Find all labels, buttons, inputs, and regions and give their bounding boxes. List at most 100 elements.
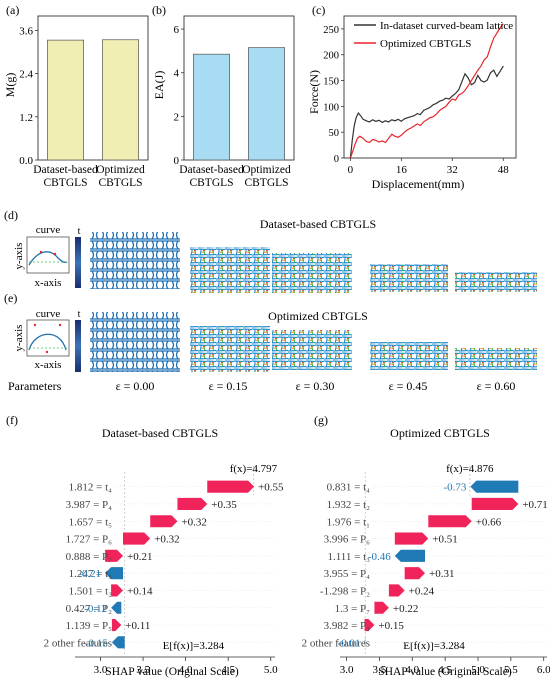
- panel-g-shap-optimized: (g) Optimized CBTGLS SHAP value (Origina…: [302, 413, 550, 678]
- feature-label: 1.727 = P₆: [66, 534, 113, 546]
- shap-bar-positive: [404, 567, 426, 580]
- section-title: Dataset-based CBTGLS: [260, 217, 376, 231]
- x-tick-label: CBTGLS: [189, 177, 233, 189]
- shap-bar-negative: [364, 636, 366, 649]
- x-tick-label: 4.5: [221, 664, 235, 676]
- shap-bar-positive: [123, 532, 151, 545]
- series-line-optimized: [349, 23, 504, 159]
- shap-bar-positive: [111, 584, 123, 597]
- feature-label: 1.501 = t₂: [69, 585, 113, 597]
- value-label: -0.01: [338, 637, 361, 649]
- panel-label-f: (f): [6, 413, 18, 427]
- y-tick-label: 4: [174, 68, 180, 80]
- panel-a-mass-chart: (a) M(g) 0.0 1.2 2.4 3.6 Dataset-basedCBTGLS…: [3, 3, 149, 189]
- legend-label-optimized: Optimized CBTGLS: [380, 38, 471, 50]
- inset-x-label: x-axis: [35, 277, 62, 289]
- colorbar: [75, 320, 81, 372]
- x-tick-label: Dataset-based: [179, 164, 244, 176]
- fx-label: f(x)=4.876: [446, 463, 494, 475]
- feature-label: 3.982 = P₃: [324, 620, 371, 632]
- inset-y-label: y-axis: [13, 243, 25, 270]
- shap-bar-positive: [111, 618, 122, 632]
- fx-label: f(x)=4.797: [230, 463, 278, 475]
- x-tick-label: 5.0: [264, 664, 278, 676]
- value-label: +0.51: [432, 534, 457, 546]
- value-label: +0.55: [258, 482, 284, 494]
- panel-label-a: (a): [6, 3, 19, 17]
- shap-bar-positive: [177, 497, 208, 511]
- feature-label: 2 other features: [44, 637, 112, 649]
- feature-label: 1.932 = t₂: [327, 499, 371, 511]
- feature-label: 2 other features: [302, 637, 370, 649]
- shap-bar-negative: [105, 567, 123, 580]
- shap-bar-negative: [111, 601, 122, 614]
- x-tick-label: 3.0: [340, 664, 354, 676]
- strain-value: ε = 0.15: [209, 379, 248, 393]
- lattice-eps-0.45: [370, 342, 448, 370]
- value-label: -0.12: [84, 603, 107, 615]
- y-axis-label: EA(J): [152, 71, 166, 100]
- x-tick-label: Optimized: [242, 164, 291, 176]
- value-label: +0.14: [127, 585, 153, 597]
- x-tick-label: 5.5: [504, 664, 518, 676]
- control-point: [39, 250, 43, 254]
- shap-bar-positive: [394, 532, 429, 545]
- panel-label-g: (g): [314, 413, 328, 427]
- inset-curve: [28, 251, 68, 266]
- x-tick-label: Optimized: [96, 164, 145, 176]
- value-label: +0.21: [127, 551, 152, 563]
- y-tick-label: 150: [323, 77, 339, 88]
- feature-label: 3.987 = P₄: [66, 499, 113, 511]
- lattice-eps-0.30: [272, 253, 352, 293]
- shap-bar-positive: [374, 601, 389, 614]
- panel-b-energy-chart: (b) EA(J) 0246Dataset-basedCBTGLSOptimiz…: [152, 3, 295, 189]
- x-tick-label: Dataset-based: [33, 164, 98, 176]
- value-label: +0.35: [211, 499, 237, 511]
- shap-bar-negative: [470, 480, 519, 493]
- x-tick-label: 16: [396, 164, 408, 176]
- x-tick-label: 6.0: [537, 664, 550, 676]
- shap-bar-negative: [394, 549, 426, 562]
- control-point: [33, 323, 37, 327]
- value-label: +0.31: [429, 568, 454, 580]
- colorbar-label: t: [78, 309, 81, 320]
- inset-title: curve: [36, 224, 61, 236]
- bar: [248, 47, 286, 161]
- parameters-label: Parameters: [8, 379, 62, 393]
- shap-bar-positive: [388, 584, 405, 597]
- value-label: +0.15: [378, 620, 404, 632]
- x-tick-label: 48: [498, 164, 510, 176]
- y-tick-label: 250: [323, 25, 339, 36]
- shap-bar-positive: [150, 515, 178, 528]
- x-tick-label: 3.0: [94, 664, 108, 676]
- base-value-label: E[f(x)]=3.284: [163, 640, 225, 652]
- value-label: +0.66: [476, 516, 502, 528]
- y-tick-label: 1.2: [19, 112, 33, 124]
- panel-label-e: (e): [4, 291, 17, 305]
- panel-e-optimized-deformation: (e) Optimized CBTGLS curve x-axis y-axis…: [4, 291, 537, 372]
- panel-d-dataset-deformation: (d) Dataset-based CBTGLS curve x-axis y-…: [4, 208, 537, 293]
- plot-frame: [183, 15, 295, 161]
- lattice-eps-0.00: [90, 312, 180, 372]
- y-tick-label: 2.4: [19, 69, 33, 81]
- y-tick-label: 0.0: [19, 155, 33, 167]
- x-tick-label: 4.0: [405, 664, 419, 676]
- panel-label-b: (b): [152, 3, 166, 17]
- lattice-eps-0.00: [90, 232, 180, 289]
- feature-label: 1.3 = P₇: [335, 603, 371, 615]
- x-tick-label: 4.0: [179, 664, 193, 676]
- colorbar: [75, 237, 81, 288]
- chart-title: Dataset-based CBTGLS: [102, 426, 218, 440]
- x-tick-label: CBTGLS: [43, 177, 87, 189]
- value-label: +0.24: [409, 585, 435, 597]
- shap-bar-positive: [207, 480, 255, 493]
- value-label: +0.11: [125, 620, 150, 632]
- shap-bar-positive: [471, 497, 519, 511]
- feature-label: 1.247 = t₃: [69, 568, 113, 580]
- shap-bar-negative: [111, 636, 125, 649]
- value-label: +0.22: [393, 603, 418, 615]
- lattice-eps-0.60: [455, 272, 537, 292]
- inset-frame: [26, 236, 70, 274]
- legend: In-dataset curved-beam lattice Optimized…: [354, 20, 513, 50]
